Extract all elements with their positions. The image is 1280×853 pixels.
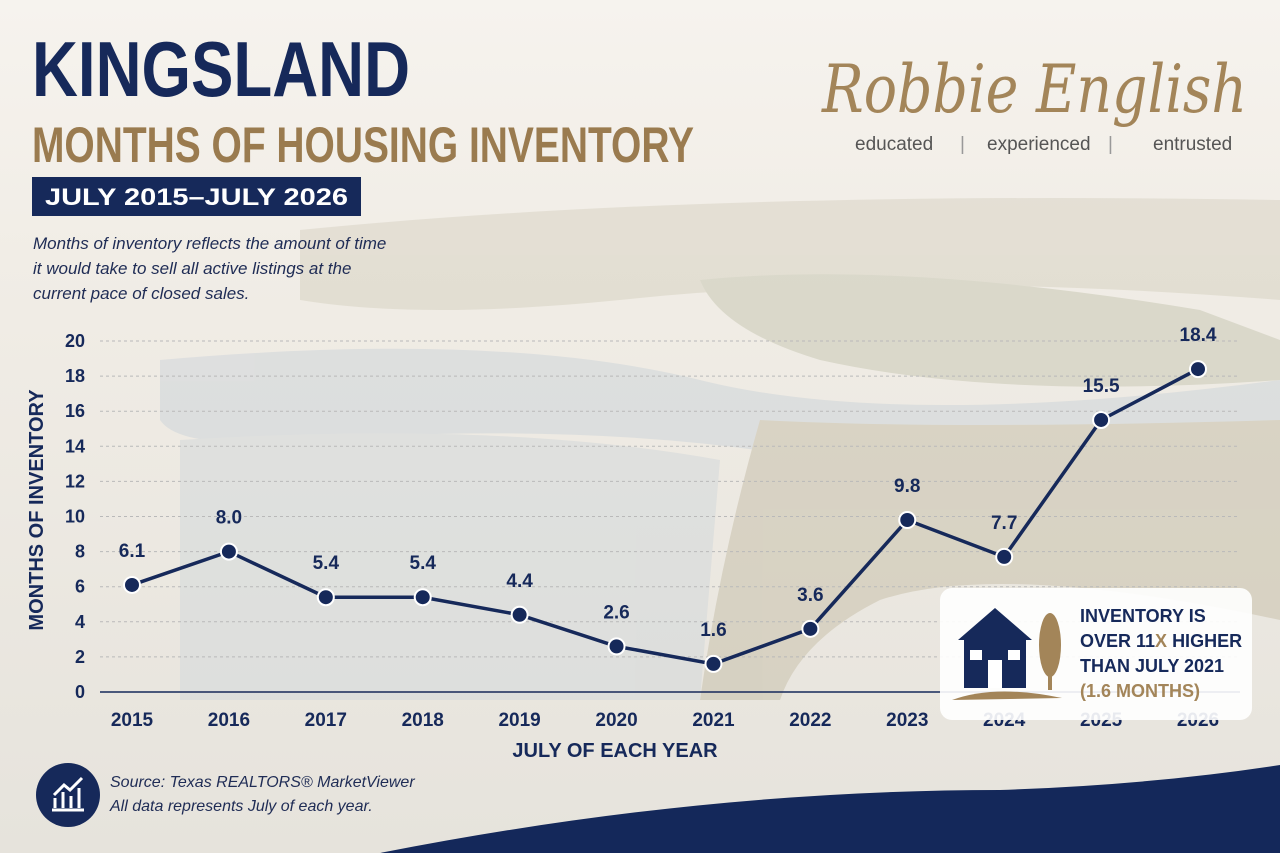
description-line: it would take to sell all active listing… <box>33 259 351 278</box>
point <box>704 654 723 673</box>
tagline: educated | experienced | entrusted <box>855 134 1232 155</box>
callout-text: OVER 11X HIGHER <box>1080 631 1242 651</box>
data-label: 3.6 <box>797 585 823 606</box>
tree-trunk <box>1048 670 1052 690</box>
x-tick-label: 2016 <box>208 710 250 731</box>
data-label: 9.8 <box>894 476 920 497</box>
house-window <box>1008 650 1020 660</box>
data-label: 5.4 <box>313 553 340 574</box>
tagline-word: entrusted <box>1153 134 1232 155</box>
separator: | <box>1108 134 1113 155</box>
x-tick-label: 2015 <box>111 710 154 731</box>
x-tick-label: 2022 <box>789 710 831 731</box>
subtitle: MONTHS OF HOUSING INVENTORY <box>32 117 694 173</box>
callout-accent: X <box>1155 631 1167 651</box>
plot: 0 2 4 6 8 10 12 14 16 18 20 2015 2016 2017 2018 2019 202… <box>65 325 1240 731</box>
point <box>898 511 917 530</box>
data-label: 2.6 <box>603 602 629 623</box>
source-text: Source: Texas REALTORS® MarketViewer <box>110 774 415 791</box>
description-line: Months of inventory reflects the amount … <box>33 234 386 253</box>
ground <box>952 691 1062 700</box>
data-label: 5.4 <box>410 553 437 574</box>
callout-text: INVENTORY IS <box>1080 606 1206 626</box>
x-tick-label: 2017 <box>305 710 347 731</box>
point <box>510 605 529 624</box>
x-tick-label: 2019 <box>498 710 540 731</box>
tagline-word: educated <box>855 134 933 155</box>
x-tick-label: 2021 <box>692 710 735 731</box>
y-axis-label: MONTHS OF INVENTORY <box>26 389 48 631</box>
x-tick-label: 2018 <box>402 710 444 731</box>
y-tick-label: 0 <box>75 682 85 702</box>
tagline-word: experienced <box>987 134 1091 155</box>
point <box>801 619 820 638</box>
callout-text: THAN JULY 2021 <box>1080 656 1224 676</box>
callout: INVENTORY IS OVER 11X HIGHER THAN JULY 20… <box>940 588 1252 720</box>
point <box>123 575 141 594</box>
point <box>1189 360 1207 379</box>
house-door <box>988 660 1002 688</box>
y-tick-label: 4 <box>75 612 85 632</box>
x-tick-label: 2020 <box>595 710 637 731</box>
landscape <box>160 198 1280 700</box>
y-tick-label: 20 <box>65 331 85 351</box>
separator: | <box>960 134 965 155</box>
y-tick-label: 14 <box>65 436 85 456</box>
point <box>316 588 335 607</box>
description: Months of inventory reflects the amount … <box>33 234 386 303</box>
y-tick-label: 16 <box>65 401 85 421</box>
y-tick-label: 8 <box>75 542 85 562</box>
point <box>219 542 238 561</box>
data-label: 4.4 <box>506 571 533 592</box>
source-text: All data represents July of each year. <box>109 798 373 815</box>
house-window <box>970 650 982 660</box>
description-line: current pace of closed sales. <box>33 284 249 303</box>
point <box>413 588 432 607</box>
data-label: 6.1 <box>119 541 146 562</box>
footer-swoosh <box>380 765 1280 853</box>
y-tick-label: 6 <box>75 577 85 597</box>
point <box>1092 410 1111 429</box>
y-tick-label: 2 <box>75 647 85 667</box>
brand-name: Robbie English <box>821 51 1247 128</box>
point <box>607 637 626 656</box>
callout-text: HIGHER <box>1172 631 1242 651</box>
title: KINGSLAND <box>32 25 410 113</box>
point <box>995 547 1014 566</box>
data-label: 7.7 <box>991 513 1017 534</box>
source-icon-glyph <box>52 776 84 812</box>
data-label: 15.5 <box>1083 376 1120 397</box>
y-tick-label: 18 <box>65 366 85 386</box>
x-tick-label: 2023 <box>886 710 928 731</box>
x-axis-label: JULY OF EACH YEAR <box>512 740 718 762</box>
callout-text: OVER 11 <box>1080 631 1155 651</box>
data-label: 18.4 <box>1180 325 1217 346</box>
tree-icon <box>1039 613 1061 677</box>
data-label: 1.6 <box>700 620 726 641</box>
line <box>131 367 1199 666</box>
y-tick-label: 12 <box>65 471 85 491</box>
callout-text: (1.6 MONTHS) <box>1080 681 1200 701</box>
source-icon <box>36 763 100 827</box>
y-tick-label: 10 <box>65 507 85 527</box>
house-icon <box>958 608 1032 688</box>
data-label: 8.0 <box>216 508 242 529</box>
date-badge <box>32 177 361 216</box>
date-range: JULY 2015–JULY 2026 <box>45 184 348 211</box>
